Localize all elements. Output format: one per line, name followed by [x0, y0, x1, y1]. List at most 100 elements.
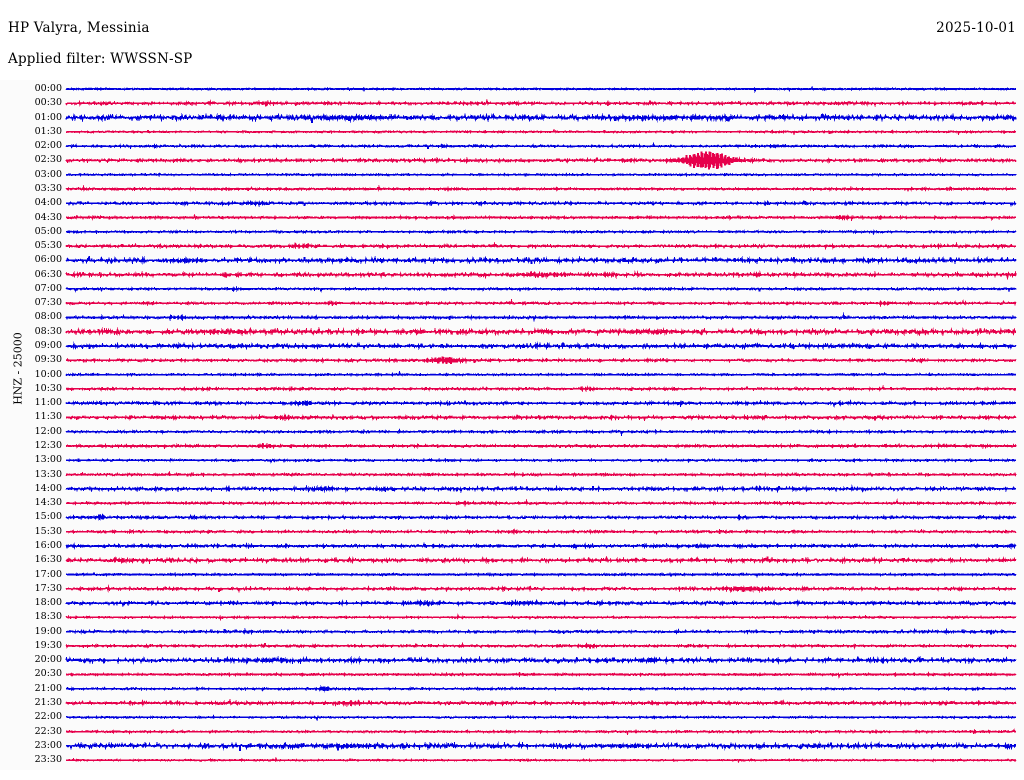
time-tick-label: 00:00 [34, 83, 62, 94]
seismogram-trace [65, 571, 1017, 578]
seismogram-trace [65, 98, 1017, 108]
seismogram-trace [65, 641, 1017, 650]
seismogram-trace [65, 172, 1017, 178]
time-tick-label: 11:00 [34, 397, 62, 409]
time-tick-label: 07:00 [34, 282, 62, 294]
seismogram-trace [65, 370, 1017, 378]
seismogram-trace [65, 384, 1017, 393]
time-tick-label: 04:00 [34, 197, 62, 209]
time-tick-label: 20:00 [34, 654, 62, 666]
seismogram-trace [65, 555, 1017, 565]
time-tick-label: 13:30 [34, 468, 62, 480]
time-tick-label: 19:00 [34, 625, 62, 637]
seismogram-trace [65, 141, 1017, 150]
time-tick-label: 16:30 [34, 554, 62, 566]
time-tick-label: 06:30 [34, 268, 62, 280]
time-tick-label: 09:00 [34, 340, 62, 352]
seismogram-trace [65, 528, 1017, 536]
seismogram-trace [65, 541, 1017, 551]
time-tick-label: 17:00 [34, 568, 62, 580]
time-tick-label: 07:30 [34, 297, 62, 309]
seismogram-trace [65, 229, 1017, 236]
time-tick-label: 05:30 [34, 240, 62, 252]
helicorder-plot [0, 80, 1024, 770]
seismogram-trace [65, 598, 1017, 608]
time-tick-label: 02:30 [34, 154, 62, 166]
time-tick-label: 16:00 [34, 539, 62, 551]
seismogram-trace [65, 428, 1017, 437]
time-tick-label: 20:30 [34, 668, 62, 680]
time-tick-label: 13:00 [34, 454, 62, 466]
seismogram-trace [65, 285, 1017, 293]
seismogram-trace [65, 457, 1017, 464]
time-tick-label: 04:30 [34, 211, 62, 223]
time-tick-label: 18:30 [34, 611, 62, 623]
time-tick-label: 03:00 [34, 168, 62, 180]
record-date: 2025-10-01 [936, 20, 1016, 36]
seismogram-trace [65, 584, 1016, 594]
page-title: HP Valyra, Messinia [8, 20, 150, 36]
time-tick-label: 23:30 [34, 754, 62, 766]
seismogram-trace [65, 655, 1017, 665]
seismogram-trace [65, 151, 1017, 170]
seismogram-trace [65, 213, 1017, 222]
seismogram-trace [65, 85, 1017, 94]
seismogram-trace [65, 613, 1017, 622]
seismogram-traces [65, 85, 1017, 764]
seismogram-trace [65, 756, 1017, 764]
time-tick-label: 19:30 [34, 639, 62, 651]
seismogram-trace [65, 326, 1017, 337]
seismogram-trace [65, 513, 1017, 522]
seismogram-trace [65, 627, 1017, 635]
time-tick-label: 22:00 [34, 711, 62, 723]
time-tick-label: 02:00 [34, 140, 62, 152]
seismogram-trace [65, 398, 1017, 408]
time-tick-label: 15:00 [34, 511, 62, 523]
time-tick-label: 00:30 [34, 97, 62, 109]
time-axis-ticks: 00:00 00:30 01:00 01:30 02:00 02:30 03:00 03:30… [0, 80, 62, 770]
time-tick-label: 12:30 [34, 440, 62, 451]
seismogram-trace [65, 356, 1017, 365]
time-tick-label: 10:00 [34, 368, 62, 380]
time-tick-label: 21:30 [34, 697, 62, 709]
time-tick-label: 06:00 [34, 254, 62, 266]
seismogram-trace [65, 255, 1017, 266]
time-tick-label: 11:30 [34, 411, 62, 423]
seismogram-trace [65, 199, 1017, 208]
time-tick-label: 23:00 [34, 739, 62, 751]
seismogram-trace [65, 312, 1017, 323]
seismogram-trace [65, 484, 1017, 494]
seismogram-trace [65, 470, 1017, 478]
time-tick-label: 08:30 [34, 325, 62, 337]
seismogram-trace [65, 714, 1017, 722]
time-tick-label: 09:30 [34, 354, 62, 366]
time-tick-label: 21:00 [34, 682, 62, 694]
applied-filter-label: Applied filter: WWSSN-SP [8, 51, 193, 67]
time-tick-label: 05:00 [34, 225, 62, 237]
time-tick-label: 10:30 [34, 382, 62, 394]
seismogram-trace [65, 341, 1017, 351]
seismogram-trace [65, 298, 1017, 308]
time-tick-label: 22:30 [34, 725, 62, 737]
y-axis-label: HNZ - 25000 [11, 332, 25, 405]
time-tick-label: 14:00 [34, 482, 62, 494]
time-tick-label: 03:30 [34, 182, 62, 194]
seismogram-trace [65, 697, 1017, 708]
seismogram-trace [65, 413, 1017, 422]
time-tick-label: 08:00 [34, 311, 62, 323]
time-tick-label: 18:00 [34, 597, 62, 609]
seismogram-trace [65, 442, 1017, 450]
time-tick-label: 14:30 [34, 497, 62, 509]
seismogram-trace [65, 498, 1017, 508]
seismogram-trace [65, 684, 1017, 693]
time-tick-label: 12:00 [34, 425, 62, 437]
seismogram-trace [65, 270, 1017, 281]
time-tick-label: 15:30 [34, 525, 62, 537]
time-tick-label: 17:30 [34, 582, 62, 594]
seismogram-trace [65, 112, 1017, 123]
time-tick-label: 01:00 [34, 111, 62, 123]
seismogram-trace [65, 184, 1017, 192]
seismogram-trace [65, 670, 1017, 680]
time-tick-label: 01:30 [34, 125, 62, 137]
